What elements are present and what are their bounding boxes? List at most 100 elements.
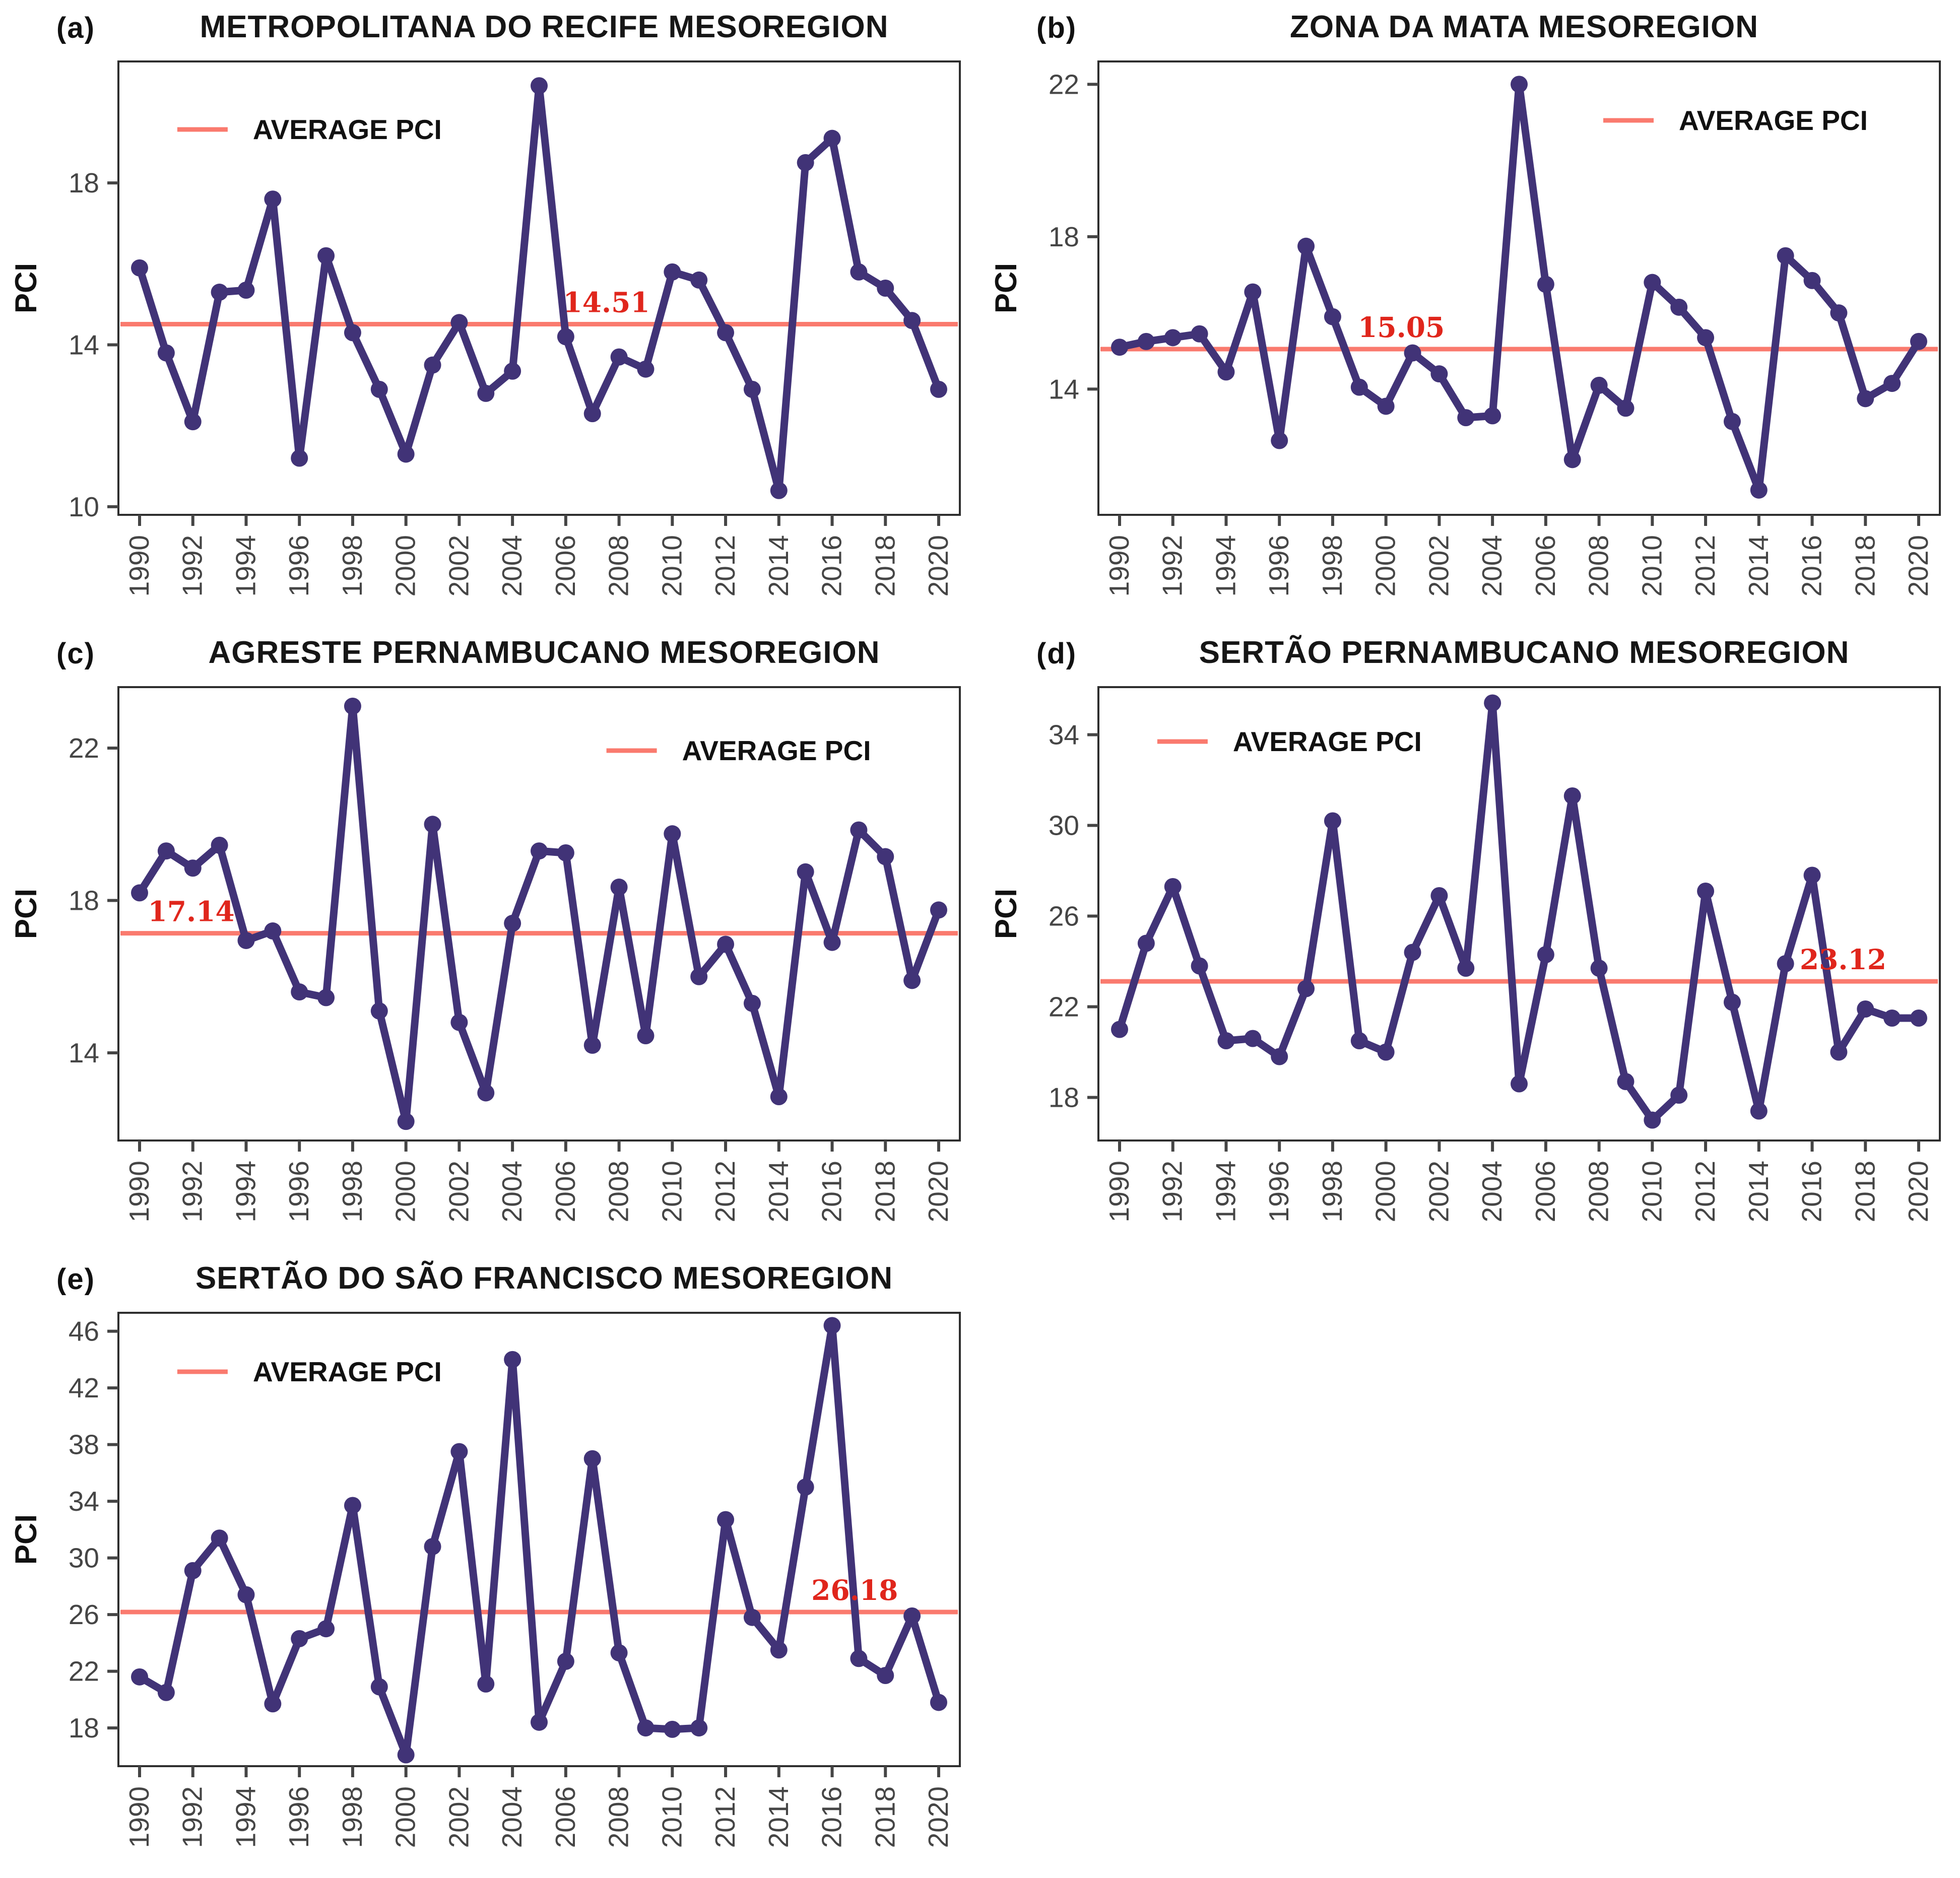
- legend: AVERAGE PCI: [1603, 105, 1868, 136]
- data-point: [1563, 451, 1581, 468]
- x-tick-label: 2000: [1370, 1161, 1401, 1222]
- x-tick-label: 2002: [1423, 1161, 1454, 1222]
- x-tick-label: 2012: [1689, 1161, 1721, 1222]
- x-tick-label: 1998: [1317, 1161, 1348, 1222]
- x-tick-label: 2012: [709, 535, 741, 596]
- data-point: [1644, 1111, 1661, 1129]
- y-tick-label: 14: [69, 1037, 99, 1068]
- data-point: [370, 380, 388, 398]
- data-point: [477, 1084, 495, 1102]
- y-axis-title: PCI: [989, 263, 1023, 313]
- panel-a: (a) METROPOLITANA DO RECIFE MESOREGION 1…: [0, 0, 980, 626]
- data-point: [450, 1443, 468, 1460]
- x-tick-label: 2006: [550, 1161, 581, 1222]
- data-point: [823, 933, 841, 951]
- data-point: [1697, 329, 1715, 347]
- data-point: [450, 1014, 468, 1031]
- x-tick-label: 2006: [1530, 535, 1561, 596]
- x-tick-label: 1994: [1210, 1161, 1241, 1222]
- data-point: [1137, 934, 1155, 952]
- panel-c: (c) AGRESTE PERNAMBUCANO MESOREGION 14 18…: [0, 626, 980, 1251]
- data-point: [424, 1538, 441, 1556]
- chart-root: 14 18 22 1990 1992 1994 1996 1998 2000 2002 2004 20…: [9, 686, 961, 1222]
- data-point: [1324, 308, 1341, 325]
- data-point: [1191, 325, 1208, 343]
- data-point: [1404, 944, 1421, 961]
- data-point: [504, 362, 521, 380]
- plot-border: [1097, 686, 1941, 1142]
- data-point: [1670, 298, 1688, 316]
- data-point: [1777, 955, 1794, 972]
- data-point: [317, 1620, 335, 1638]
- data-point: [1271, 432, 1288, 449]
- x-tick-label: 1996: [283, 1161, 314, 1222]
- y-tick-label: 34: [69, 1486, 99, 1517]
- data-point: [1777, 247, 1794, 264]
- panel-e-header: (e) SERTÃO DO SÃO FRANCISCO MESOREGION: [0, 1251, 980, 1298]
- x-tick-label: 2020: [1903, 535, 1934, 596]
- y-tick-label: 18: [69, 167, 99, 198]
- y-tick-label: 46: [69, 1316, 99, 1347]
- data-point: [1430, 365, 1448, 383]
- data-point: [504, 914, 521, 932]
- average-value-label: 14.51: [563, 286, 649, 319]
- data-point: [397, 1113, 415, 1130]
- y-axis: 10 14 18: [69, 167, 118, 522]
- data-point: [1297, 980, 1315, 997]
- data-point: [1457, 960, 1475, 977]
- x-tick-label: 2018: [869, 535, 900, 596]
- data-point: [1377, 1043, 1395, 1061]
- panel-d-header: (d) SERTÃO PERNAMBUCANO MESOREGION: [980, 626, 1960, 672]
- x-tick-label: 2008: [1583, 1161, 1614, 1222]
- data-point: [1617, 399, 1635, 417]
- x-tick-label: 1998: [1317, 535, 1348, 596]
- x-tick-label: 1992: [177, 1161, 208, 1222]
- data-point: [637, 1719, 655, 1737]
- data-point: [1350, 1032, 1368, 1049]
- data-point: [291, 983, 308, 1001]
- data-point: [903, 1607, 921, 1625]
- x-tick-label: 2010: [1636, 535, 1667, 596]
- x-tick-label: 2018: [869, 1786, 900, 1848]
- x-tick-label: 2014: [763, 535, 794, 596]
- panel-c-header: (c) AGRESTE PERNAMBUCANO MESOREGION: [0, 626, 980, 672]
- x-tick-label: 2016: [1796, 1161, 1827, 1222]
- data-point: [903, 312, 921, 329]
- y-axis: 18 22 26 30 34: [1049, 719, 1098, 1113]
- data-point: [1484, 694, 1501, 712]
- data-point: [583, 1450, 601, 1467]
- data-point: [397, 445, 415, 463]
- y-axis: 14 18 22: [1049, 69, 1098, 405]
- x-tick-label: 2008: [603, 1786, 634, 1848]
- y-tick-label: 18: [69, 885, 99, 916]
- y-tick-label: 42: [69, 1372, 99, 1403]
- data-point: [531, 77, 548, 95]
- data-point: [531, 842, 548, 860]
- data-point: [264, 1695, 282, 1713]
- x-tick-label: 2016: [1796, 535, 1827, 596]
- pci-series-line: [136, 702, 943, 1125]
- x-tick-label: 1990: [1103, 535, 1135, 596]
- data-point: [850, 263, 868, 281]
- x-tick-label: 2014: [1743, 535, 1774, 596]
- data-point: [370, 1002, 388, 1020]
- data-point: [850, 821, 868, 839]
- data-point: [1830, 1043, 1848, 1061]
- y-axis-title: PCI: [9, 889, 43, 939]
- data-point: [1511, 76, 1528, 93]
- legend: AVERAGE PCI: [1157, 726, 1422, 757]
- y-axis: 14 18 22: [69, 732, 118, 1068]
- chart-root: 18 22 26 30 34 38 42 46 1990 1992 1994 1996 1998 2000…: [9, 1312, 961, 1848]
- average-value-label: 17.14: [148, 895, 234, 928]
- x-tick-label: 2008: [603, 535, 634, 596]
- y-axis: 18 22 26 30 34 38 42 46: [69, 1316, 118, 1743]
- x-tick-label: 1992: [1157, 535, 1188, 596]
- plot-border: [117, 686, 961, 1142]
- data-point: [317, 247, 335, 264]
- x-tick-label: 1998: [337, 1786, 368, 1848]
- x-tick-label: 2000: [390, 1161, 421, 1222]
- data-point: [1217, 1032, 1235, 1049]
- x-axis: 1990 1992 1994 1996 1998 2000 2002 2004 2006 2008…: [1103, 515, 1934, 596]
- x-tick-label: 1996: [1263, 535, 1294, 596]
